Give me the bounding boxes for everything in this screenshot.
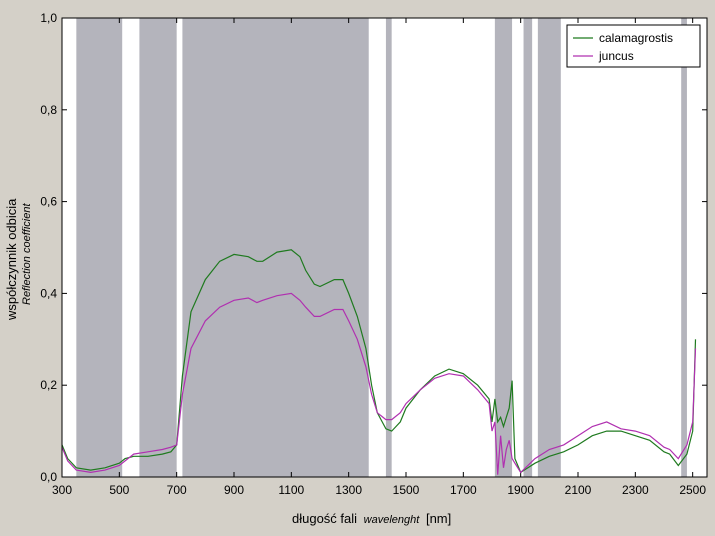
shaded-band-7	[681, 18, 687, 477]
x-axis-title-pl: długość fali	[292, 511, 357, 526]
x-tick-label: 900	[224, 483, 244, 497]
x-axis-title-unit: [nm]	[426, 511, 451, 526]
legend-label-juncus: juncus	[598, 49, 634, 63]
legend-box	[566, 24, 701, 68]
y-tick-label: 0,4	[40, 286, 57, 300]
shaded-band-6	[537, 18, 561, 477]
legend-label-calamagrostis: calamagrostis	[599, 31, 673, 45]
y-tick-label: 0,0	[40, 470, 57, 484]
shaded-band-5	[523, 18, 533, 477]
x-tick-label: 500	[109, 483, 129, 497]
x-tick-label: 1700	[450, 483, 477, 497]
y-axis-title-en: Reflection coefficient	[21, 203, 33, 305]
x-tick-label: 1300	[335, 483, 362, 497]
x-tick-label: 1100	[278, 483, 304, 497]
x-tick-label: 1900	[507, 483, 534, 497]
x-axis-title: długość fali wavelenght [nm]	[292, 511, 451, 526]
x-axis-title-en: wavelenght	[364, 514, 421, 526]
shaded-band-2	[182, 18, 369, 477]
shaded-band-4	[494, 18, 513, 477]
x-tick-label: 2100	[565, 483, 592, 497]
plot-border	[61, 17, 708, 478]
y-tick-label: 0,6	[40, 195, 57, 209]
x-tick-label: 2500	[679, 483, 706, 497]
shaded-band-0	[76, 18, 123, 477]
legend: calamagrostis juncus	[566, 24, 701, 68]
series-lines	[61, 249, 697, 475]
x-tick-label: 2300	[622, 483, 649, 497]
series-line-juncus	[61, 292, 697, 475]
y-tick-label: 1,0	[40, 11, 57, 25]
x-tick-label: 300	[52, 483, 72, 497]
x-tick-label: 1500	[393, 483, 420, 497]
shaded-bands	[76, 18, 687, 477]
x-tick-labels: 300 500 700 900 1100 1300 1500 1700 1900 2100 2300…	[52, 483, 706, 497]
shaded-band-3	[385, 18, 392, 477]
y-tick-label: 0,2	[40, 378, 57, 392]
x-tick-label: 700	[167, 483, 187, 497]
y-tick-label: 0,8	[40, 103, 57, 117]
shaded-band-1	[139, 18, 177, 477]
y-axis-title-pl: współczynnik odbicia	[4, 198, 19, 321]
y-tick-labels: 0,0 0,2 0,4 0,6 0,8 1,0	[40, 11, 57, 484]
